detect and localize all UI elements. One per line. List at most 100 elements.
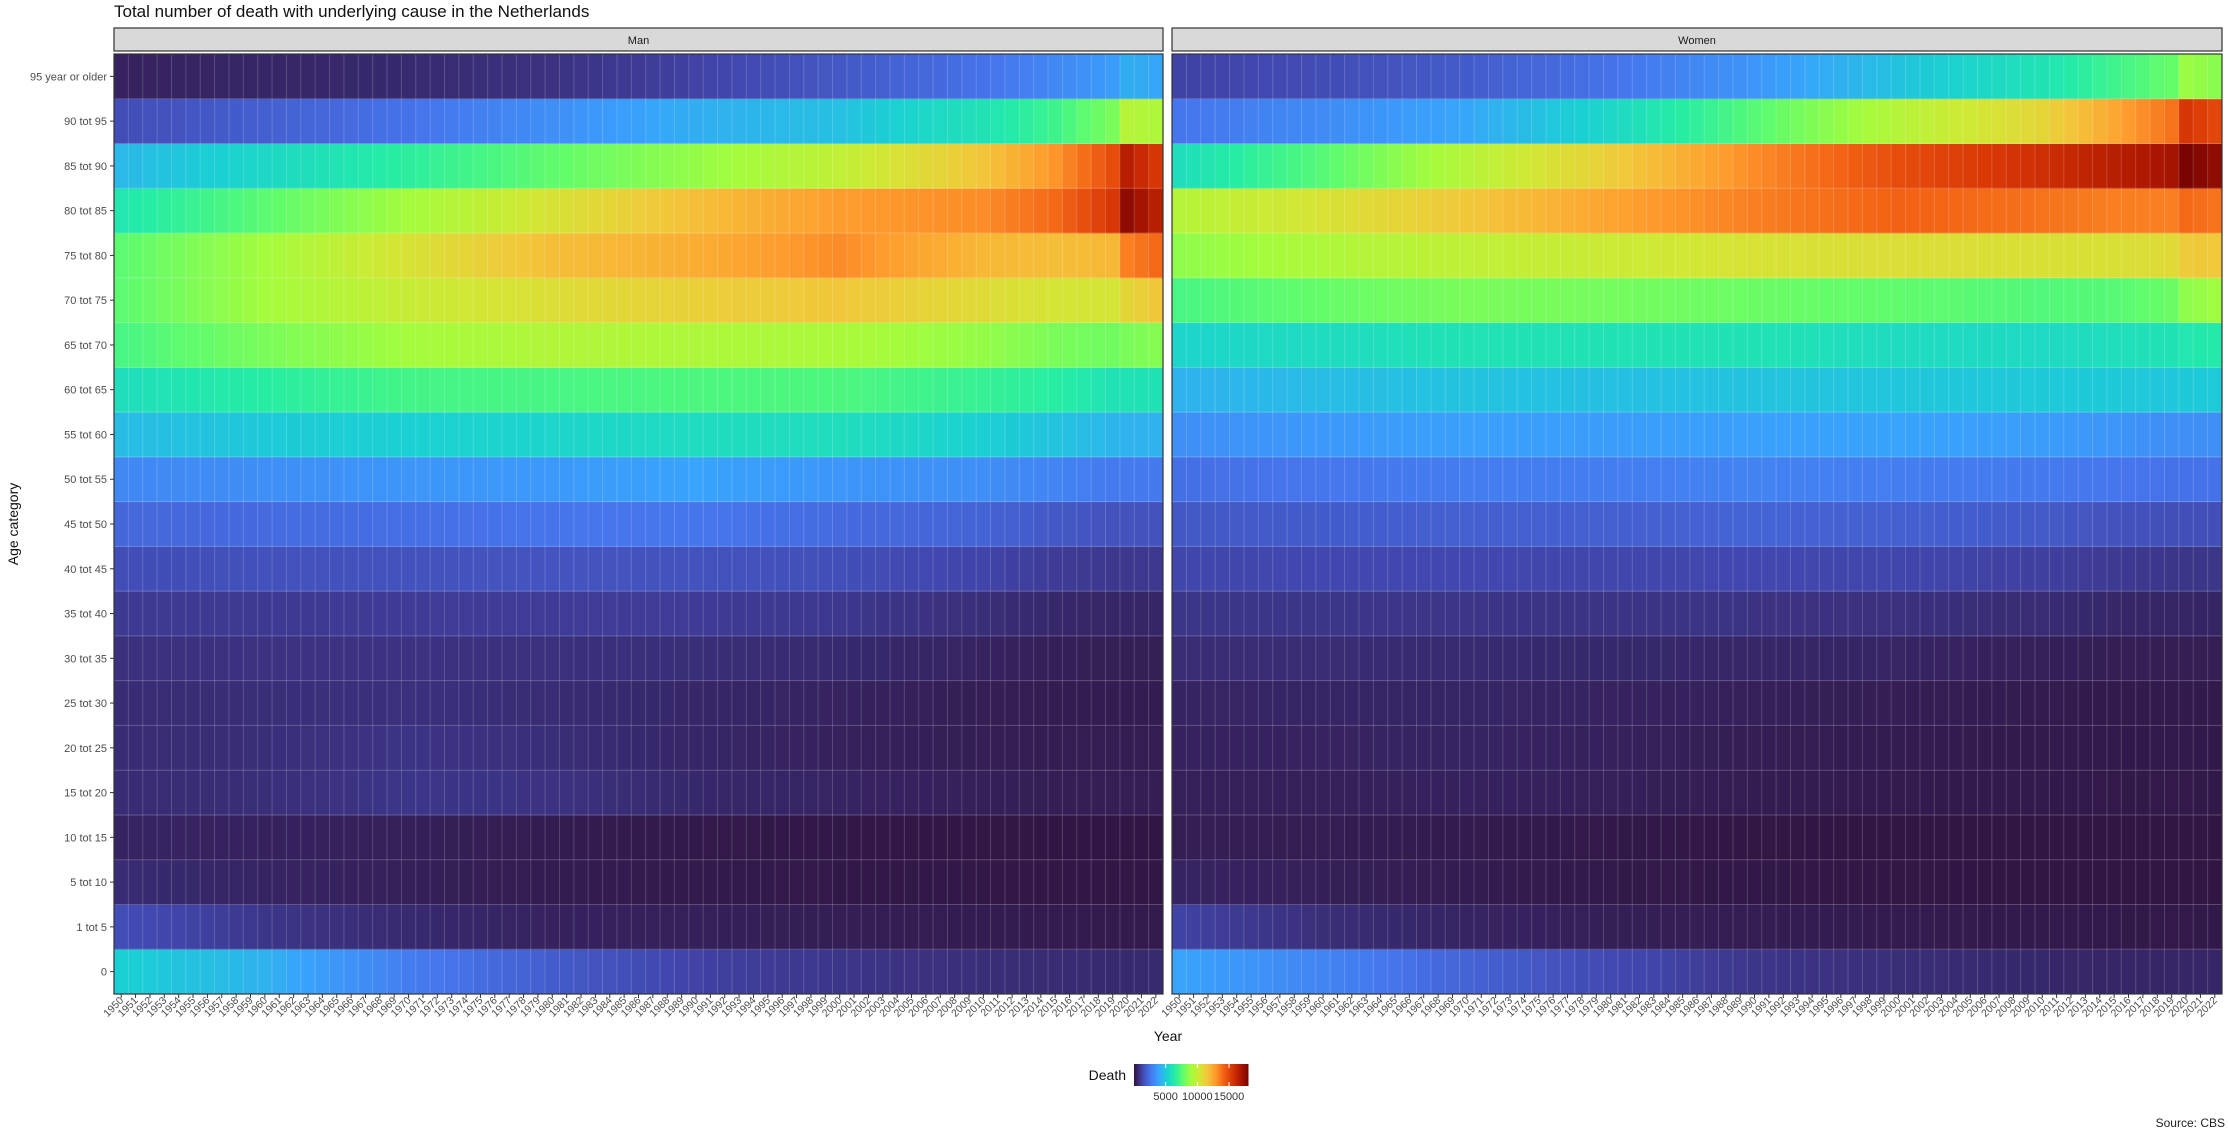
heatmap-cell — [2064, 367, 2079, 412]
heatmap-cell — [531, 546, 546, 591]
heatmap-cell — [1186, 860, 1201, 905]
heatmap-cell — [617, 770, 632, 815]
heatmap-cell — [2035, 278, 2050, 323]
heatmap-cell — [1316, 144, 1331, 189]
heatmap-cell — [732, 367, 747, 412]
heatmap-cell — [1388, 144, 1403, 189]
heatmap-cell — [876, 770, 891, 815]
heatmap-cell — [1106, 233, 1121, 278]
heatmap-cell — [1977, 233, 1992, 278]
heatmap-cell — [1077, 412, 1092, 457]
heatmap-cell — [933, 502, 948, 547]
heatmap-cell — [401, 367, 416, 412]
heatmap-cell — [315, 681, 330, 726]
heatmap-cell — [1862, 546, 1877, 591]
heatmap-cell — [186, 144, 201, 189]
heatmap-cell — [574, 323, 589, 368]
heatmap-cell — [603, 457, 618, 502]
heatmap-cell — [215, 502, 230, 547]
heatmap-cell — [1532, 770, 1547, 815]
heatmap-cell — [2193, 860, 2208, 905]
heatmap-cell — [1906, 636, 1921, 681]
heatmap-cell — [1675, 233, 1690, 278]
heatmap-cell — [1149, 591, 1164, 636]
heatmap-cell — [2136, 860, 2151, 905]
y-tick-label: 60 tot 65 — [64, 385, 107, 397]
heatmap-cell — [674, 591, 689, 636]
heatmap-cell — [1149, 725, 1164, 770]
heatmap-cell — [2035, 770, 2050, 815]
heatmap-cell — [603, 591, 618, 636]
heatmap-cell — [2121, 457, 2136, 502]
y-tick-label: 25 tot 30 — [64, 698, 107, 710]
heatmap-cell — [1604, 99, 1619, 144]
heatmap-cell — [186, 815, 201, 860]
legend-color-step — [1247, 1064, 1249, 1086]
heatmap-cell — [171, 949, 186, 994]
heatmap-cell — [1848, 636, 1863, 681]
heatmap-cell — [1273, 188, 1288, 233]
heatmap-cell — [272, 367, 287, 412]
heatmap-cell — [976, 367, 991, 412]
heatmap-cell — [1618, 860, 1633, 905]
heatmap-cell — [1062, 233, 1077, 278]
heatmap-cell — [689, 367, 704, 412]
heatmap-cell — [789, 54, 804, 99]
heatmap-cell — [171, 904, 186, 949]
heatmap-cell — [1488, 815, 1503, 860]
heatmap-cell — [1934, 502, 1949, 547]
heatmap-cell — [1776, 949, 1791, 994]
heatmap-cell — [1373, 412, 1388, 457]
heatmap-cell — [1201, 54, 1216, 99]
heatmap-cell — [373, 546, 388, 591]
heatmap-cell — [128, 949, 143, 994]
heatmap-cell — [128, 457, 143, 502]
heatmap-cell — [272, 502, 287, 547]
heatmap-cell — [1719, 367, 1734, 412]
heatmap-cell — [1675, 904, 1690, 949]
heatmap-cell — [1575, 949, 1590, 994]
heatmap-cell — [904, 636, 919, 681]
heatmap-cell — [919, 949, 934, 994]
heatmap-cell — [2164, 457, 2179, 502]
heatmap-cell — [1201, 860, 1216, 905]
heatmap-cell — [559, 904, 574, 949]
heatmap-cell — [718, 323, 733, 368]
heatmap-cell — [229, 502, 244, 547]
heatmap-cell — [128, 770, 143, 815]
heatmap-cell — [761, 815, 776, 860]
heatmap-cell — [1345, 904, 1360, 949]
heatmap-cell — [1258, 636, 1273, 681]
heatmap-cell — [1301, 725, 1316, 770]
heatmap-cell — [1215, 367, 1230, 412]
heatmap-cell — [1632, 144, 1647, 189]
heatmap-cell — [1373, 770, 1388, 815]
heatmap-cell — [1560, 904, 1575, 949]
heatmap-cell — [215, 144, 230, 189]
heatmap-cell — [1273, 99, 1288, 144]
heatmap-cell — [947, 636, 962, 681]
heatmap-cell — [2164, 591, 2179, 636]
heatmap-cell — [603, 725, 618, 770]
heatmap-cell — [746, 233, 761, 278]
heatmap-cell — [2049, 591, 2064, 636]
heatmap-cell — [1215, 949, 1230, 994]
heatmap-cell — [143, 367, 158, 412]
heatmap-cell — [1532, 233, 1547, 278]
heatmap-cell — [1474, 233, 1489, 278]
heatmap-cell — [416, 233, 431, 278]
legend-title: Death — [1089, 1067, 1126, 1083]
heatmap-cell — [1575, 99, 1590, 144]
heatmap-cell — [2064, 99, 2079, 144]
heatmap-cell — [1920, 904, 1935, 949]
heatmap-cell — [1675, 99, 1690, 144]
heatmap-cell — [2078, 457, 2093, 502]
heatmap-cell — [1345, 636, 1360, 681]
heatmap-cell — [2136, 99, 2151, 144]
heatmap-cell — [1891, 54, 1906, 99]
heatmap-cell — [387, 591, 402, 636]
heatmap-cell — [1517, 233, 1532, 278]
heatmap-cell — [1091, 323, 1106, 368]
heatmap-cell — [574, 502, 589, 547]
heatmap-cell — [1488, 904, 1503, 949]
